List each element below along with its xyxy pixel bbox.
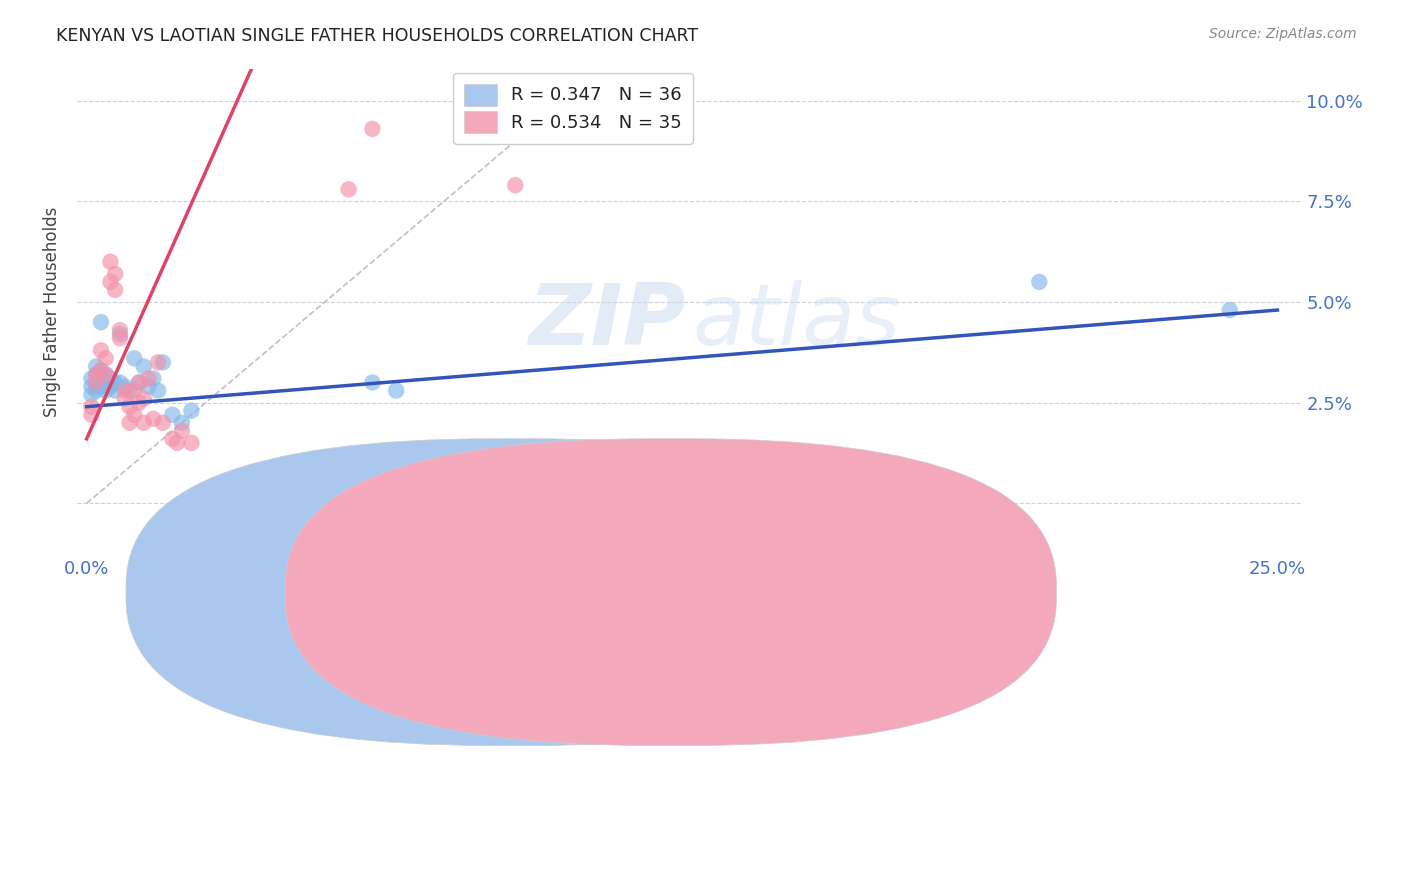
Point [122,408,145,422]
Text: Laotians: Laotians [696,583,773,601]
Point [337,182,360,196]
Point [90,363,112,377]
Point [80,371,103,385]
FancyBboxPatch shape [127,439,897,746]
Point [90,363,112,377]
Point [80,379,103,393]
Text: atlas: atlas [693,280,901,363]
Point [118,384,141,398]
Point [94,384,117,398]
FancyBboxPatch shape [285,439,1056,746]
Point [146,355,169,369]
Point [84,384,107,398]
Point [80,408,103,422]
Point [80,387,103,401]
Point [94,376,117,390]
Point [138,379,160,393]
Point [104,283,127,297]
Point [100,379,122,393]
Point [180,436,202,450]
Point [122,384,145,398]
Point [132,392,155,406]
Point [114,384,136,398]
Point [94,368,117,382]
Point [385,384,408,398]
Point [108,376,131,390]
Point [122,351,145,366]
Point [128,376,150,390]
Point [166,436,188,450]
Point [142,371,165,385]
Point [108,331,131,345]
Point [104,384,127,398]
Point [361,376,384,390]
Point [90,379,112,393]
Point [142,411,165,425]
Point [84,359,107,374]
Point [1219,303,1241,318]
Y-axis label: Single Father Households: Single Father Households [44,207,60,417]
Text: Source: ZipAtlas.com: Source: ZipAtlas.com [1209,27,1357,41]
Point [84,376,107,390]
Point [152,355,174,369]
Point [146,384,169,398]
Point [100,371,122,385]
Point [170,416,193,430]
Point [162,432,184,446]
Legend: R = 0.347   N = 36, R = 0.534   N = 35: R = 0.347 N = 36, R = 0.534 N = 35 [453,72,693,144]
Point [152,416,174,430]
Point [128,395,150,409]
Point [84,368,107,382]
Point [180,403,202,417]
Point [118,400,141,414]
Point [100,254,122,268]
Point [114,392,136,406]
Point [170,424,193,438]
Point [100,275,122,289]
Point [128,376,150,390]
Point [114,379,136,393]
Text: ZIP: ZIP [527,280,686,363]
Text: Kenyans: Kenyans [537,583,613,601]
Point [132,359,155,374]
Point [84,368,107,382]
Point [80,400,103,414]
Point [118,416,141,430]
Point [505,178,527,193]
Point [90,343,112,358]
Point [94,368,117,382]
Point [94,351,117,366]
Point [1028,275,1050,289]
Point [108,327,131,342]
Point [84,376,107,390]
Point [90,371,112,385]
Point [108,323,131,337]
Point [138,371,160,385]
Point [104,376,127,390]
Point [104,267,127,281]
Point [90,315,112,329]
Point [361,122,384,136]
Point [132,416,155,430]
Text: KENYAN VS LAOTIAN SINGLE FATHER HOUSEHOLDS CORRELATION CHART: KENYAN VS LAOTIAN SINGLE FATHER HOUSEHOL… [56,27,699,45]
Point [162,408,184,422]
